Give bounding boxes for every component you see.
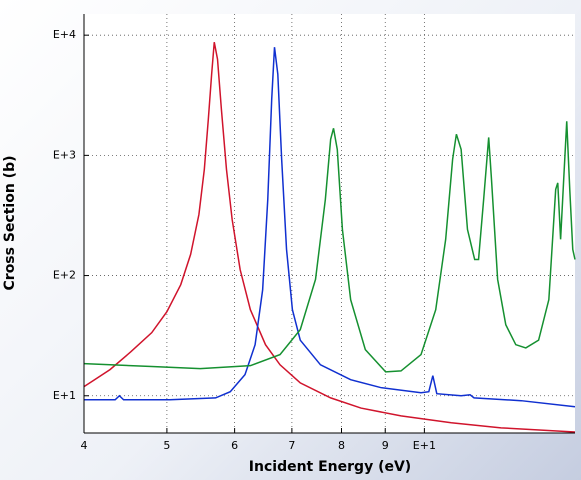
x-tick-label: 5	[163, 439, 170, 452]
x-tick-label: 7	[288, 439, 295, 452]
x-tick-label: 6	[231, 439, 238, 452]
series-line	[83, 121, 576, 373]
x-axis-title: Incident Energy (eV)	[249, 459, 411, 475]
y-tick-label: E+2	[53, 269, 76, 282]
x-tick-label: E+1	[413, 439, 436, 452]
series-line	[83, 41, 576, 433]
y-tick-label: E+1	[53, 389, 76, 402]
labels: 4 5 6 7 8 9 E+1 E+1 E+2 E+3 E+4	[53, 28, 436, 452]
y-axis-title: Cross Section (b)	[2, 156, 18, 291]
x-tick-label: 9	[382, 439, 389, 452]
x-tick-label: 4	[81, 439, 88, 452]
plot-area	[84, 14, 575, 433]
x-tick-label: 8	[338, 439, 345, 452]
series-line	[84, 47, 576, 408]
y-tick-label: E+4	[53, 28, 76, 41]
y-tick-label: E+3	[53, 148, 76, 161]
lines	[83, 41, 576, 433]
